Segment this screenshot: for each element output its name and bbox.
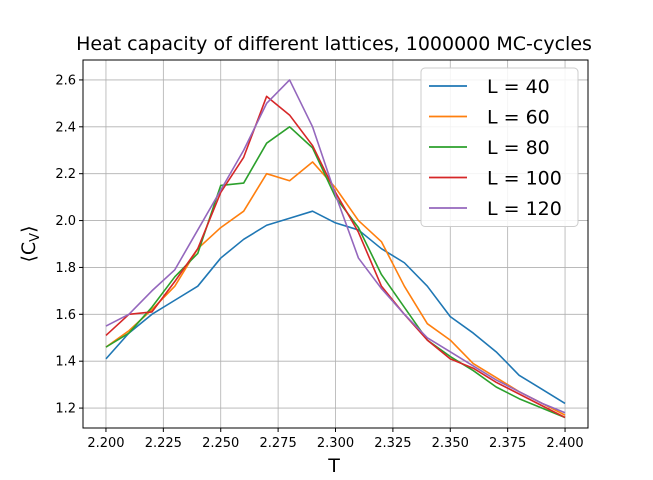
- legend-label: L = 60: [487, 107, 550, 129]
- y-tick-label: 1.6: [55, 308, 76, 323]
- x-axis-label: T: [327, 455, 340, 477]
- y-axis-label-subscript: V: [28, 233, 43, 242]
- x-axis-ticks: 2.200 2.225 2.250 2.275 2.300 2.325 2.350 2.375…: [87, 428, 584, 451]
- y-tick-label: 1.4: [55, 355, 76, 370]
- x-tick-label: 2.350: [432, 436, 469, 451]
- series-line-1: [105, 210, 566, 405]
- x-tick-label: 2.300: [317, 436, 354, 451]
- legend: L = 40 L = 60 L = 80 L = 100 L = 120: [420, 67, 579, 227]
- y-axis-label-close: ⟩: [18, 225, 40, 232]
- legend-label: L = 100: [487, 168, 562, 190]
- x-tick-label: 2.325: [374, 436, 411, 451]
- legend-label: L = 40: [487, 76, 550, 98]
- y-tick-label: 1.2: [55, 402, 76, 417]
- x-tick-label: 2.275: [260, 436, 297, 451]
- x-tick-label: 2.250: [202, 436, 239, 451]
- series-line-5: [105, 79, 566, 414]
- series-layer: [105, 79, 566, 419]
- legend-box: [420, 67, 579, 227]
- y-tick-label: 2.4: [55, 120, 76, 135]
- legend-label: L = 80: [487, 137, 550, 159]
- y-tick-label: 2.0: [55, 214, 76, 229]
- x-tick-label: 2.200: [87, 436, 124, 451]
- series-line-2: [105, 161, 566, 416]
- chart-title: Heat capacity of different lattices, 100…: [76, 33, 592, 55]
- x-tick-label: 2.225: [145, 436, 182, 451]
- y-axis-ticks: 1.2 1.4 1.6 1.8 2.0 2.2 2.4 2.6: [55, 73, 83, 417]
- legend-label: L = 120: [487, 198, 562, 220]
- y-tick-label: 2.2: [55, 167, 76, 182]
- y-axis-label: ⟨CV⟩: [18, 225, 43, 262]
- x-tick-label: 2.400: [546, 436, 583, 451]
- y-tick-label: 1.8: [55, 261, 76, 276]
- x-tick-label: 2.375: [489, 436, 526, 451]
- y-tick-label: 2.6: [55, 73, 76, 88]
